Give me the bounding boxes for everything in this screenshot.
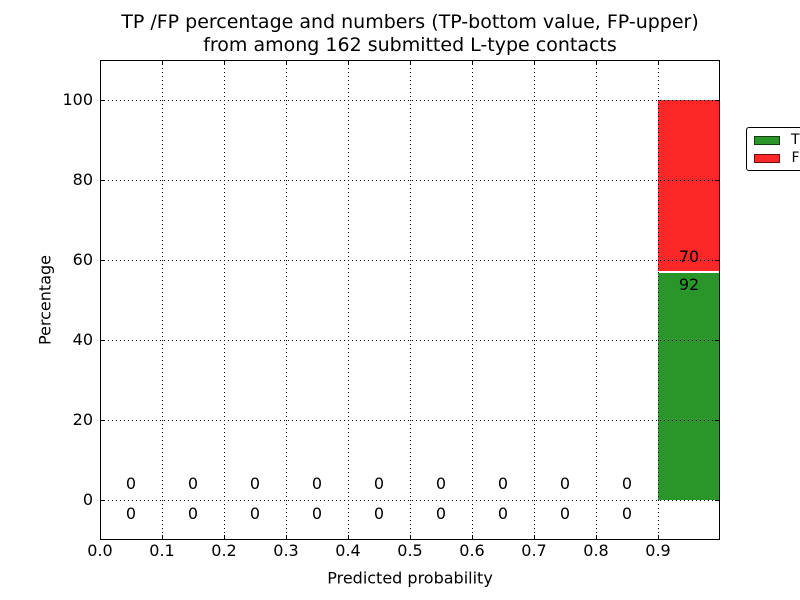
x-tick-mark — [657, 60, 659, 65]
chart-title-line2: from among 162 submitted L-type contacts — [203, 34, 617, 56]
x-tick-mark — [285, 60, 287, 65]
tp-count-label: 0 — [559, 504, 571, 523]
gridline-vertical — [285, 60, 287, 540]
x-tick-mark — [161, 535, 163, 540]
x-tick-mark — [161, 60, 163, 65]
y-tick-label: 0 — [82, 490, 93, 509]
x-tick-mark — [223, 535, 225, 540]
y-tick-mark — [715, 99, 720, 101]
y-tick-mark — [715, 179, 720, 181]
x-tick-label: 0.8 — [583, 541, 609, 560]
plot-area: 0 0 0 0 0 0 0 0 0 0 0 0 0 0 0 0 0 0 70 92 TP FP — [99, 60, 800, 540]
x-tick-mark — [223, 60, 225, 65]
x-tick-mark — [285, 535, 287, 540]
y-tick-mark — [100, 99, 105, 101]
x-tick-label: 0.4 — [335, 541, 361, 560]
fp-count-label: 0 — [311, 474, 323, 493]
legend-swatch-tp-icon — [754, 135, 780, 145]
y-tick-label: 100 — [62, 90, 93, 109]
x-tick-label: 0.6 — [459, 541, 485, 560]
x-tick-label: 0.3 — [273, 541, 299, 560]
legend-label-tp: TP — [791, 132, 800, 148]
x-tick-mark — [657, 535, 659, 540]
y-tick-mark — [715, 499, 720, 501]
x-tick-mark — [471, 60, 473, 65]
x-tick-label: 0.5 — [397, 541, 423, 560]
y-tick-mark — [100, 259, 105, 261]
x-tick-label: 0.9 — [645, 541, 671, 560]
y-tick-mark — [100, 179, 105, 181]
y-axis-label: Percentage — [35, 254, 55, 346]
tp-count-label: 0 — [621, 504, 633, 523]
tp-count-label: 0 — [435, 504, 447, 523]
x-tick-mark — [347, 535, 349, 540]
y-tick-mark — [715, 259, 720, 261]
x-tick-mark — [347, 60, 349, 65]
x-tick-mark — [409, 535, 411, 540]
ticks-layer — [99, 60, 720, 540]
y-tick-label: 20 — [72, 410, 93, 429]
fp-count-label: 0 — [125, 474, 137, 493]
fp-count-label: 0 — [497, 474, 509, 493]
y-tick-label: 40 — [72, 330, 93, 349]
chart-title: TP /FP percentage and numbers (TP-bottom… — [100, 11, 720, 57]
fp-count-label: 0 — [435, 474, 447, 493]
x-tick-mark — [99, 60, 101, 65]
legend-entry-fp: FP — [754, 150, 800, 166]
x-tick-mark — [533, 535, 535, 540]
fp-count-label: 0 — [373, 474, 385, 493]
x-axis-label: Predicted probability — [327, 568, 493, 588]
y-tick-mark — [715, 419, 720, 421]
legend-swatch-fp-icon — [754, 153, 780, 163]
tp-count-label: 0 — [497, 504, 509, 523]
x-tick-mark — [471, 535, 473, 540]
y-tick-mark — [100, 419, 105, 421]
x-tick-mark — [409, 60, 411, 65]
tp-count-label: 0 — [373, 504, 385, 523]
chart-title-line1: TP /FP percentage and numbers (TP-bottom… — [121, 11, 699, 33]
gridline-vertical — [161, 60, 163, 540]
gridline-vertical — [409, 60, 411, 540]
x-tick-mark — [595, 535, 597, 540]
gridline-vertical — [223, 60, 225, 540]
gridline-vertical — [471, 60, 473, 540]
tp-count-label: 0 — [249, 504, 261, 523]
y-tick-label: 60 — [72, 250, 93, 269]
x-tick-mark — [595, 60, 597, 65]
tp-count-label: 0 — [125, 504, 137, 523]
legend-label-fp: FP — [791, 150, 800, 166]
legend: TP FP — [746, 127, 800, 171]
x-tick-label: 0.7 — [521, 541, 547, 560]
bar-segment-tp — [658, 272, 720, 500]
y-tick-label: 80 — [72, 170, 93, 189]
grid-layer — [100, 60, 720, 540]
gridline-vertical — [657, 60, 659, 540]
fp-count-label: 0 — [187, 474, 199, 493]
tp-count-label: 0 — [311, 504, 323, 523]
x-tick-mark — [99, 535, 101, 540]
x-tick-mark — [533, 60, 535, 65]
gridline-vertical — [595, 60, 597, 540]
y-tick-mark — [100, 339, 105, 341]
fp-count-label: 0 — [249, 474, 261, 493]
fp-count-label: 0 — [621, 474, 633, 493]
value-labels-layer: 0 0 0 0 0 0 0 0 0 0 0 0 0 0 0 0 0 0 70 92 — [100, 60, 720, 540]
x-tick-label: 0.1 — [149, 541, 175, 560]
tp-count-label: 92 — [678, 274, 700, 294]
fp-count-label: 0 — [559, 474, 571, 493]
bar-segment-fp — [658, 100, 720, 271]
tp-count-label: 0 — [187, 504, 199, 523]
fp-count-label: 70 — [678, 246, 700, 266]
y-tick-mark — [100, 499, 105, 501]
y-tick-mark — [715, 339, 720, 341]
bars-layer — [100, 60, 720, 540]
gridline-vertical — [347, 60, 349, 540]
x-tick-label: 0.0 — [87, 541, 113, 560]
gridline-vertical — [533, 60, 535, 540]
legend-entry-tp: TP — [754, 132, 800, 148]
x-tick-label: 0.2 — [211, 541, 237, 560]
